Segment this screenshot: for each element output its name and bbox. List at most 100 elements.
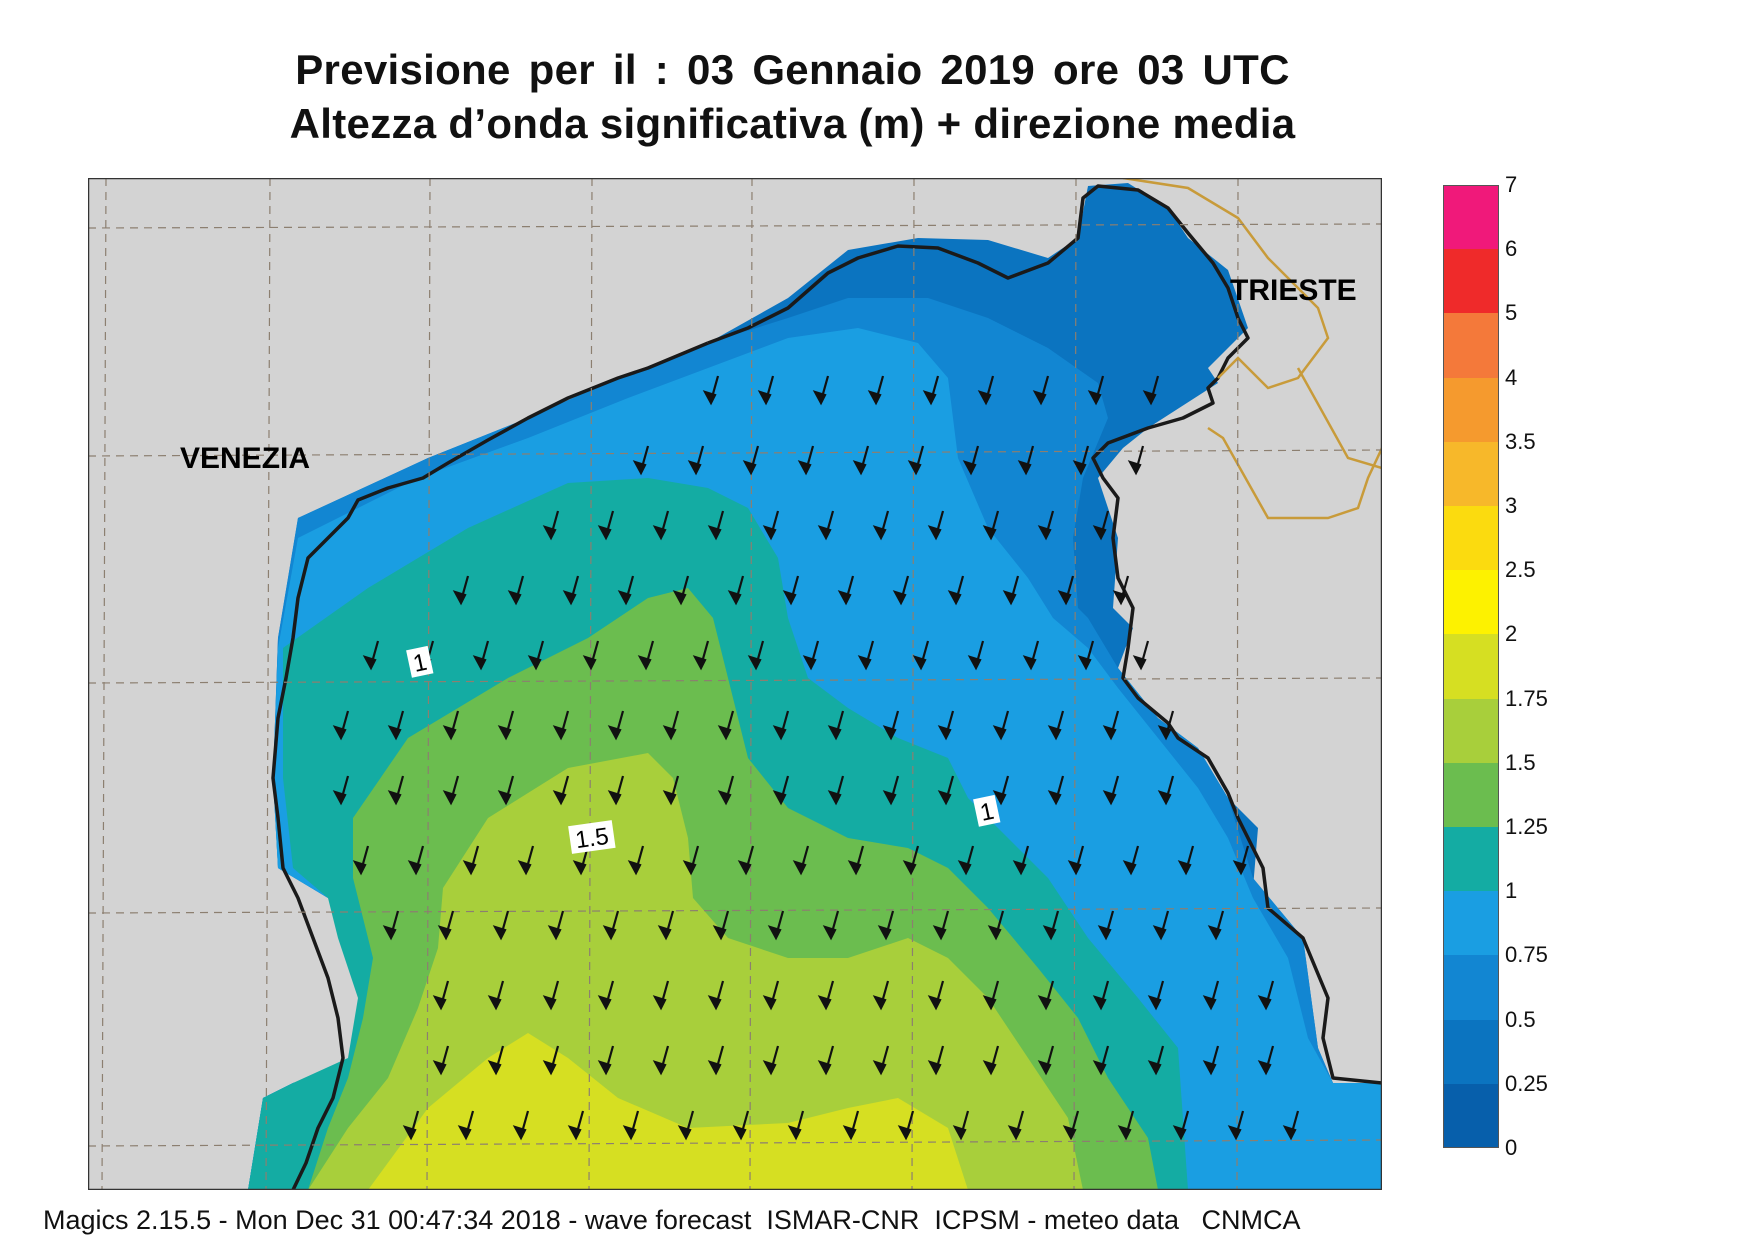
wave-arrow-head <box>817 995 832 1011</box>
legend-label: 7 <box>1505 172 1518 197</box>
wave-arrow-head <box>692 655 707 671</box>
wave-arrow-head <box>652 1060 667 1076</box>
city-label-trieste: TRIESTE <box>1230 274 1357 307</box>
wave-arrow-head <box>1172 1125 1187 1141</box>
wave-arrow-head <box>707 525 722 541</box>
wave-arrow-head <box>772 725 787 741</box>
wave-arrow-head <box>1062 1125 1077 1141</box>
wave-arrow-head <box>1047 790 1062 806</box>
wave-arrow-head <box>677 1125 692 1141</box>
wave-arrow-head <box>457 1125 472 1141</box>
wave-arrow-head <box>797 460 812 476</box>
wave-arrow-head <box>1232 860 1247 876</box>
wave-arrow-head <box>867 390 882 406</box>
wave-arrow-head <box>572 860 587 876</box>
legend-swatch <box>1443 506 1499 571</box>
wave-arrow-head <box>992 725 1007 741</box>
wave-arrow-head <box>912 655 927 671</box>
wave-arrow-head <box>762 1060 777 1076</box>
wave-arrow-head <box>1007 1125 1022 1141</box>
wave-arrow-head <box>947 590 962 606</box>
wave-arrow-head <box>1207 925 1222 941</box>
wave-arrow-head <box>842 1125 857 1141</box>
wave-arrow-head <box>787 1125 802 1141</box>
wave-arrow-head <box>552 790 567 806</box>
wave-arrow-head <box>607 725 622 741</box>
legend-swatch <box>1443 377 1499 443</box>
wave-arrow-head <box>937 790 952 806</box>
wave-arrow-head <box>1202 995 1217 1011</box>
wave-arrow-head <box>487 1060 502 1076</box>
wave-arrow-head <box>1022 655 1037 671</box>
wave-arrow-head <box>402 1125 417 1141</box>
legend-swatch <box>1443 570 1499 635</box>
legend-label: 6 <box>1505 236 1518 262</box>
wave-arrow-head <box>1102 790 1117 806</box>
wave-arrow-head <box>492 925 507 941</box>
wave-height-map: 1 1 1.5 VENEZIA TRIESTE <box>87 177 1383 1191</box>
forecast-title: Previsione per il : 03 Gennaio 2019 ore … <box>295 46 1290 93</box>
svg-text:1: 1 <box>978 798 997 827</box>
wave-arrow-head <box>387 790 402 806</box>
wave-arrow-head <box>662 790 677 806</box>
legend-swatch <box>1443 185 1499 250</box>
wave-arrow-head <box>1072 460 1087 476</box>
wave-arrow-head <box>452 590 467 606</box>
wave-arrow-head <box>967 655 982 671</box>
contour-label-1-west: 1 <box>406 645 434 678</box>
legend-label: 1.25 <box>1505 814 1548 839</box>
legend-swatch <box>1443 762 1499 828</box>
wave-arrow-head <box>982 995 997 1011</box>
legend-swatch <box>1443 1083 1499 1149</box>
wave-arrow-head <box>837 590 852 606</box>
wave-arrow-head <box>387 725 402 741</box>
legend-label: 1 <box>1505 878 1518 904</box>
wave-arrow-head <box>1097 925 1112 941</box>
wave-arrow-head <box>542 525 557 541</box>
wave-arrow-head <box>507 590 522 606</box>
wave-arrow-head <box>1102 725 1117 741</box>
wave-arrow-head <box>717 725 732 741</box>
wave-arrow-head <box>742 460 757 476</box>
legend-label: 5 <box>1505 300 1518 326</box>
coastline-west <box>271 341 709 1190</box>
wave-arrow-head <box>717 790 732 806</box>
legend-label: 1.75 <box>1505 685 1548 711</box>
wave-arrow-head <box>957 860 972 876</box>
legend-label: 3 <box>1505 493 1518 518</box>
wave-arrow-head <box>512 1125 527 1141</box>
wave-arrow-head <box>1047 725 1062 741</box>
wave-arrow-head <box>882 790 897 806</box>
wave-arrow-head <box>1112 590 1127 606</box>
wave-arrow-head <box>712 925 727 941</box>
legend-swatch <box>1443 698 1499 764</box>
legend-swatch <box>1443 441 1499 507</box>
wave-arrow-head <box>1037 995 1052 1011</box>
wave-arrow-head <box>872 1060 887 1076</box>
legend-label: 0 <box>1505 1135 1518 1160</box>
legend-label: 3.5 <box>1505 428 1536 454</box>
legend-swatch <box>1443 1019 1499 1085</box>
wave-arrow-head <box>952 1125 967 1141</box>
wave-arrow-head <box>547 925 562 941</box>
wave-arrow-head <box>597 995 612 1011</box>
legend-swatch <box>1443 249 1499 314</box>
legend-label: 2.5 <box>1505 557 1536 583</box>
wave-arrow-head <box>542 995 557 1011</box>
wave-arrow-head <box>1257 1060 1272 1076</box>
legend-swatch <box>1443 891 1499 956</box>
coastline-north-east <box>707 184 1382 1085</box>
wave-arrow-head <box>877 925 892 941</box>
wave-arrow-head <box>1087 390 1102 406</box>
wave-arrow-head <box>442 725 457 741</box>
wave-direction-arrows <box>332 375 1300 1141</box>
wave-arrow-head <box>882 725 897 741</box>
wave-arrow-head <box>617 590 632 606</box>
legend-swatch <box>1443 955 1499 1021</box>
wave-arrow-head <box>772 790 787 806</box>
wave-arrow-head <box>1037 1060 1052 1076</box>
wave-arrow-head <box>567 1125 582 1141</box>
wave-arrow-head <box>1227 1125 1242 1141</box>
wave-arrow-head <box>1127 460 1142 476</box>
wave-arrow-head <box>762 995 777 1011</box>
